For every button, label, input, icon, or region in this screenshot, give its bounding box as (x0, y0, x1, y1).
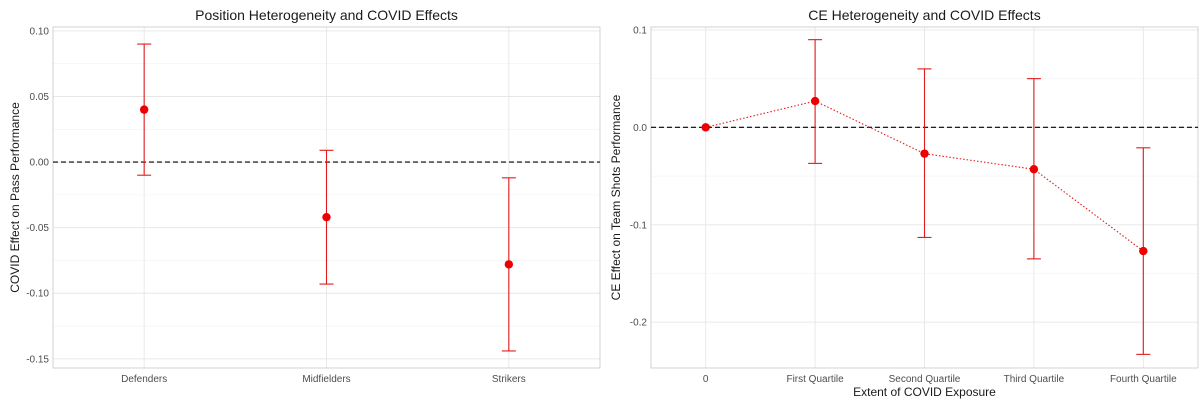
panel-border (650, 26, 1199, 369)
panel-border (52, 26, 601, 369)
y-axis-label: CE Effect on Team Shots Performance (609, 94, 623, 300)
x-tick-label: Fourth Quartile (1110, 374, 1177, 385)
y-tick-label: -0.1 (630, 220, 648, 231)
y-tick-label: 0.0 (633, 123, 647, 134)
y-tick-label: -0.10 (26, 289, 49, 300)
y-axis-label: COVID Effect on Pass Performance (8, 102, 22, 293)
y-tick-label: -0.2 (630, 318, 648, 329)
data-point (139, 105, 149, 114)
data-point (920, 149, 929, 158)
x-tick-label: Second Quartile (889, 374, 961, 385)
chart-title: CE Heterogeneity and COVID Effects (808, 7, 1040, 23)
series-connecting-line (705, 100, 1144, 252)
chart-panel-ce: -0.2 -0.1 0.0 0.1 0 First Quartile Second Quar… (609, 7, 1199, 399)
y-tick-label: -0.15 (26, 354, 49, 365)
x-tick-label: 0 (703, 374, 709, 385)
chart-panel-position: -0.15 -0.10 -0.05 0.00 0.05 0.10 Defenders Midf… (8, 7, 601, 385)
chart-title: Position Heterogeneity and COVID Effects (195, 7, 458, 23)
y-tick-label: 0.10 (30, 26, 50, 37)
data-point (1139, 246, 1148, 256)
x-axis-label: Extent of COVID Exposure (853, 385, 996, 399)
x-tick-label: Strikers (492, 374, 526, 385)
y-tick-label: -0.05 (26, 223, 49, 234)
data-point (1029, 165, 1039, 174)
x-tick-label: Midfielders (302, 374, 350, 385)
y-tick-label: 0.00 (30, 158, 50, 169)
data-point (810, 96, 820, 106)
y-tick-label: 0.1 (633, 25, 647, 36)
data-point (504, 260, 514, 269)
y-tick-label: 0.05 (30, 92, 50, 103)
x-tick-label: Defenders (121, 374, 167, 385)
x-tick-label: Third Quartile (1004, 374, 1065, 385)
data-point (322, 212, 331, 222)
data-point (701, 123, 710, 132)
x-tick-label: First Quartile (786, 374, 844, 385)
